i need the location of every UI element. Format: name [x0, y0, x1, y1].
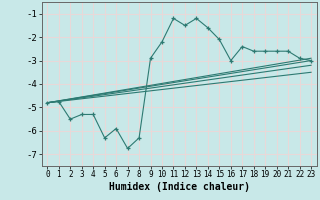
X-axis label: Humidex (Indice chaleur): Humidex (Indice chaleur)	[109, 182, 250, 192]
